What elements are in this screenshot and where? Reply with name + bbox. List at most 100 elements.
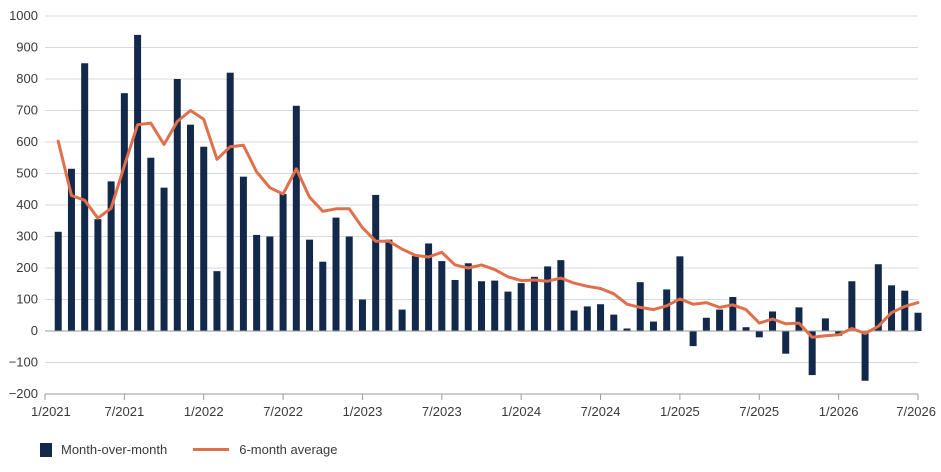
bar [94, 219, 102, 331]
bar [782, 331, 790, 354]
bar [173, 79, 181, 331]
x-tick-label: 1/2024 [501, 404, 541, 419]
bar [716, 309, 724, 331]
x-tick-label: 1/2022 [184, 404, 224, 419]
bar [438, 261, 446, 331]
bar [332, 217, 340, 331]
legend: Month-over-month 6-month average [40, 442, 364, 457]
bar [187, 124, 194, 331]
bar [663, 289, 671, 331]
bar [702, 317, 710, 331]
x-tick-label: 1/2026 [819, 404, 859, 419]
bar [478, 281, 485, 331]
bar [134, 34, 142, 332]
bar [385, 239, 393, 331]
bar [821, 318, 829, 331]
bar [874, 264, 882, 331]
legend-item-bars: Month-over-month [40, 442, 167, 457]
bar [888, 285, 896, 331]
bar [848, 281, 856, 331]
y-tick-label: 900 [16, 40, 38, 55]
bar [81, 63, 89, 331]
y-tick-label: 100 [16, 292, 38, 307]
x-tick-label: 7/2023 [422, 404, 462, 419]
bar [319, 261, 327, 331]
bar [742, 327, 750, 331]
bar [372, 194, 380, 331]
x-tick-label: 1/2021 [31, 404, 71, 419]
bar [411, 256, 419, 331]
bar [398, 309, 406, 331]
bar [491, 280, 499, 331]
bar [861, 331, 869, 381]
legend-line-label: 6-month average [239, 442, 338, 457]
bar [345, 236, 353, 331]
x-tick-label: 1/2025 [660, 404, 700, 419]
y-tick-label: −200 [9, 386, 38, 401]
bar [279, 193, 287, 331]
y-tick-label: −100 [9, 355, 38, 370]
bar [795, 307, 803, 331]
bar [901, 290, 909, 331]
bar [755, 331, 763, 338]
y-tick-label: 500 [16, 166, 38, 181]
bar [504, 291, 512, 331]
y-tick-label: 200 [16, 260, 38, 275]
bar [914, 312, 922, 331]
y-tick-label: 700 [16, 103, 38, 118]
bar [160, 187, 168, 331]
bar [583, 306, 591, 331]
bar [597, 304, 605, 331]
bar [544, 266, 552, 331]
bar [530, 276, 538, 331]
bar [464, 263, 472, 331]
y-tick-label: 600 [16, 134, 38, 149]
bar [769, 311, 776, 331]
x-tick-label: 7/2026 [896, 404, 936, 419]
bar [570, 310, 578, 331]
y-tick-label: 0 [31, 323, 38, 338]
bar [808, 331, 816, 376]
bar [517, 283, 525, 331]
y-tick-label: 800 [16, 71, 38, 86]
legend-item-line: 6-month average [193, 442, 338, 457]
bar [54, 231, 62, 331]
bar [358, 299, 366, 331]
bar [451, 279, 459, 331]
bar [649, 321, 657, 331]
bar [147, 157, 155, 331]
line-series-6-month-average [56, 109, 920, 339]
bar [226, 72, 234, 331]
bar [213, 271, 221, 331]
x-tick-label: 7/2025 [739, 404, 779, 419]
y-tick-label: 400 [16, 197, 38, 212]
x-axis-ticks: 1/2021 7/2021 1/2022 7/2022 1/2023 7/2023 1/20… [31, 394, 936, 419]
bar [200, 146, 208, 331]
x-tick-label: 7/2022 [263, 404, 303, 419]
bar [292, 105, 300, 332]
bar [610, 314, 618, 331]
bar-series [54, 34, 922, 381]
y-tick-label: 1000 [9, 8, 38, 23]
bar [266, 236, 274, 331]
bar [120, 93, 128, 331]
x-tick-label: 7/2021 [104, 404, 144, 419]
bar [67, 168, 75, 331]
bar [107, 181, 115, 331]
x-tick-label: 7/2024 [581, 404, 621, 419]
bar [239, 176, 247, 331]
legend-bar-swatch [40, 442, 52, 457]
bar [253, 234, 261, 331]
legend-line-swatch [193, 448, 230, 451]
bar [306, 239, 314, 331]
bar [623, 328, 631, 331]
y-tick-label: 300 [16, 229, 38, 244]
bar [729, 296, 737, 331]
bar [425, 243, 433, 331]
bar [689, 331, 697, 347]
bar [557, 260, 565, 331]
bar [676, 256, 684, 331]
x-tick-label: 1/2023 [343, 404, 383, 419]
